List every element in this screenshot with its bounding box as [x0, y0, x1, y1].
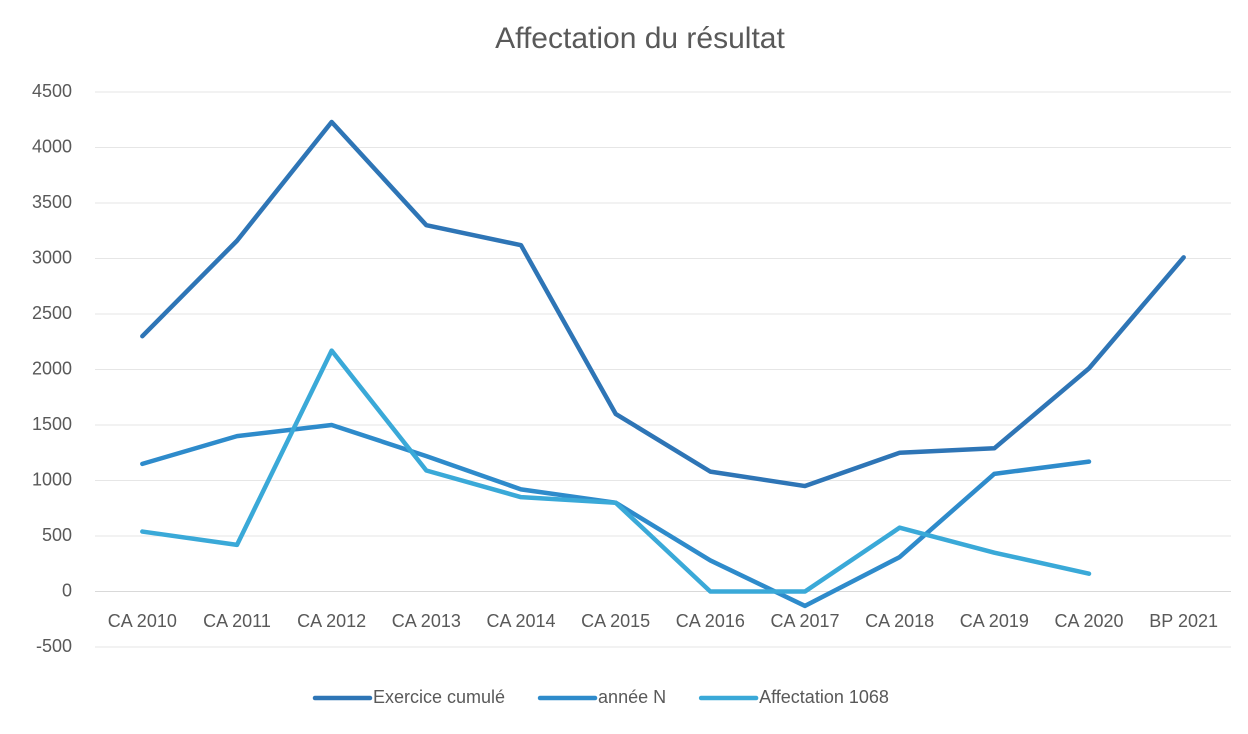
y-tick-label: -500	[36, 636, 72, 656]
series-line	[140, 119, 1186, 489]
legend-label: année N	[598, 687, 666, 707]
x-tick-label: CA 2014	[486, 611, 555, 631]
y-tick-label: 1000	[32, 469, 72, 489]
y-tick-label: 500	[42, 525, 72, 545]
legend-label: Affectation 1068	[759, 687, 889, 707]
y-tick-label: 1500	[32, 414, 72, 434]
y-tick-label: 3000	[32, 247, 72, 267]
x-tick-label: CA 2010	[108, 611, 177, 631]
y-tick-label: 0	[62, 580, 72, 600]
x-tick-label: CA 2018	[865, 611, 934, 631]
chart-title: Affectation du résultat	[495, 22, 785, 55]
y-tick-label: 2000	[32, 358, 72, 378]
x-tick-label: BP 2021	[1149, 611, 1218, 631]
x-tick-label: CA 2017	[770, 611, 839, 631]
y-tick-label: 2500	[32, 303, 72, 323]
x-tick-label: CA 2013	[392, 611, 461, 631]
x-tick-label: CA 2012	[297, 611, 366, 631]
y-tick-label: 3500	[32, 192, 72, 212]
x-tick-label: CA 2016	[676, 611, 745, 631]
x-tick-label: CA 2020	[1054, 611, 1123, 631]
series-line	[140, 348, 1092, 594]
y-tick-label: 4500	[32, 81, 72, 101]
legend-label: Exercice cumulé	[373, 687, 505, 707]
x-tick-label: CA 2011	[203, 611, 271, 631]
y-tick-label: 4000	[32, 136, 72, 156]
x-tick-label: CA 2019	[960, 611, 1029, 631]
x-tick-label: CA 2015	[581, 611, 650, 631]
